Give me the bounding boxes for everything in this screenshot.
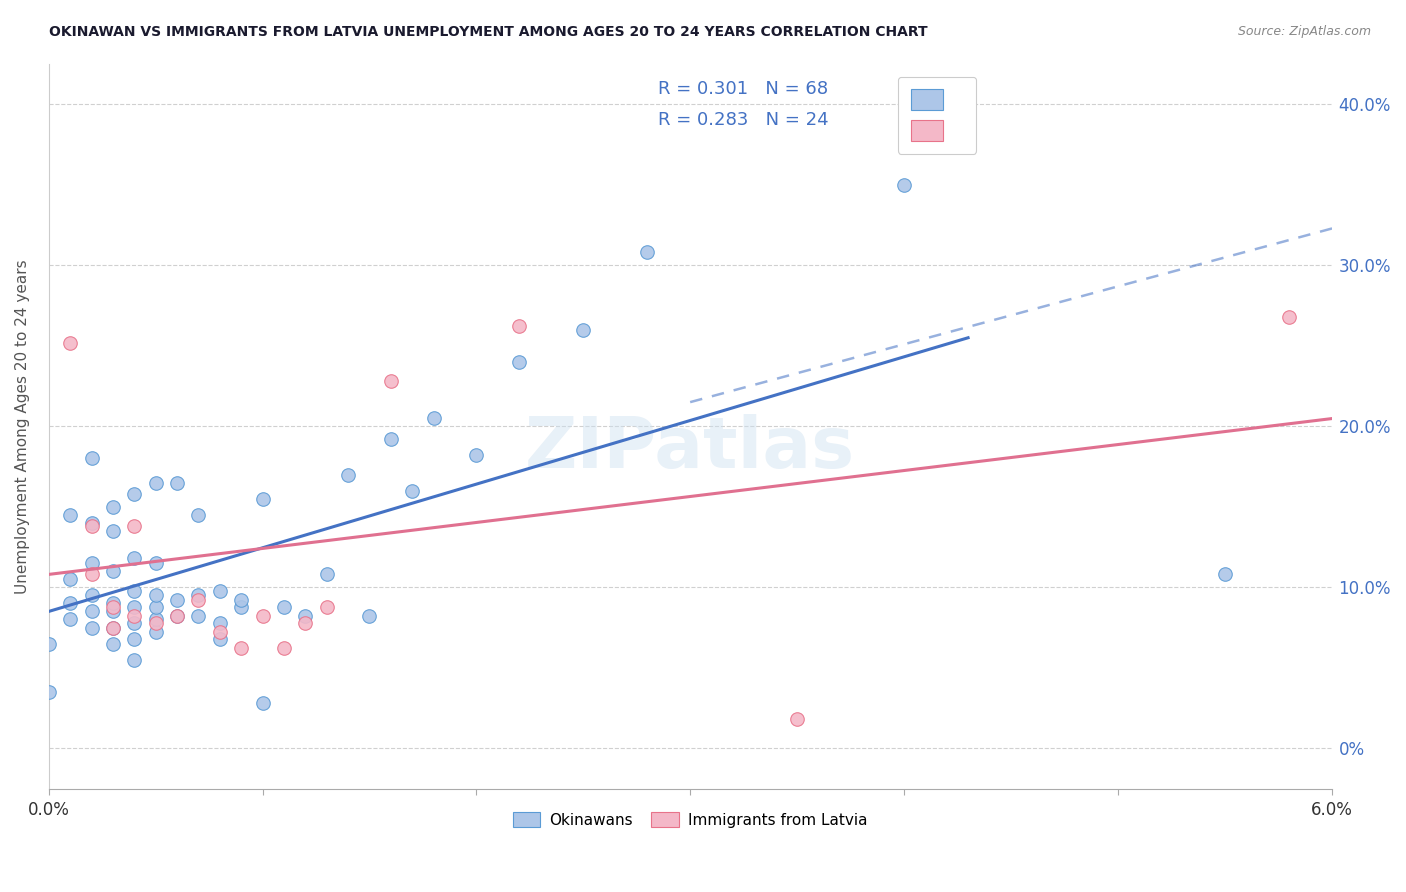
Point: [101, 524, 124, 538]
Point: [122, 615, 145, 630]
Text: Source: ZipAtlas.com: Source: ZipAtlas.com: [1237, 25, 1371, 38]
Point: [1213, 567, 1236, 582]
Point: [294, 609, 316, 624]
Text: ZIPatlas: ZIPatlas: [524, 414, 855, 483]
Point: [252, 696, 274, 710]
Point: [252, 491, 274, 506]
Point: [187, 588, 209, 602]
Point: [380, 374, 402, 388]
Point: [59, 572, 82, 586]
Point: [252, 609, 274, 624]
Point: [208, 615, 231, 630]
Point: [101, 621, 124, 635]
Point: [380, 432, 402, 446]
Point: [145, 612, 167, 626]
Point: [208, 583, 231, 598]
Point: [59, 596, 82, 610]
Point: [294, 615, 316, 630]
Point: [80, 588, 103, 602]
Point: [401, 483, 423, 498]
Point: [208, 625, 231, 640]
Point: [122, 519, 145, 533]
Point: [145, 475, 167, 490]
Y-axis label: Unemployment Among Ages 20 to 24 years: Unemployment Among Ages 20 to 24 years: [15, 259, 30, 593]
Point: [273, 599, 295, 614]
Point: [122, 632, 145, 646]
Point: [231, 593, 253, 607]
Point: [59, 612, 82, 626]
Point: [145, 599, 167, 614]
Point: [359, 609, 381, 624]
Point: [101, 596, 124, 610]
Point: [80, 556, 103, 570]
Point: [508, 319, 530, 334]
Point: [187, 508, 209, 522]
Text: R = 0.283   N = 24: R = 0.283 N = 24: [658, 112, 828, 129]
Point: [80, 516, 103, 530]
Point: [315, 599, 337, 614]
Point: [80, 451, 103, 466]
Point: [187, 609, 209, 624]
Point: [80, 567, 103, 582]
Point: [101, 621, 124, 635]
Point: [80, 604, 103, 618]
Point: [122, 653, 145, 667]
Text: OKINAWAN VS IMMIGRANTS FROM LATVIA UNEMPLOYMENT AMONG AGES 20 TO 24 YEARS CORREL: OKINAWAN VS IMMIGRANTS FROM LATVIA UNEMP…: [49, 25, 928, 39]
Point: [38, 637, 60, 651]
Point: [122, 551, 145, 566]
Legend: Okinawans, Immigrants from Latvia: Okinawans, Immigrants from Latvia: [505, 804, 875, 835]
Point: [38, 685, 60, 699]
Point: [122, 609, 145, 624]
Point: [208, 632, 231, 646]
Point: [122, 487, 145, 501]
Point: [145, 625, 167, 640]
Point: [59, 508, 82, 522]
Point: [59, 335, 82, 350]
Point: [145, 588, 167, 602]
Point: [636, 245, 658, 260]
Point: [166, 475, 188, 490]
Point: [893, 178, 915, 192]
Point: [231, 641, 253, 656]
Point: [166, 593, 188, 607]
Point: [465, 448, 488, 462]
Point: [231, 599, 253, 614]
Point: [101, 637, 124, 651]
Point: [187, 593, 209, 607]
Point: [166, 609, 188, 624]
Point: [508, 355, 530, 369]
Point: [122, 583, 145, 598]
Point: [315, 567, 337, 582]
Point: [101, 564, 124, 578]
Point: [101, 599, 124, 614]
Text: R = 0.301   N = 68: R = 0.301 N = 68: [658, 80, 828, 98]
Point: [80, 621, 103, 635]
Point: [145, 615, 167, 630]
Point: [101, 500, 124, 514]
Point: [145, 556, 167, 570]
Point: [122, 599, 145, 614]
Point: [273, 641, 295, 656]
Point: [337, 467, 360, 482]
Point: [422, 411, 444, 425]
Point: [101, 604, 124, 618]
Point: [786, 712, 808, 726]
Point: [80, 519, 103, 533]
Point: [1278, 310, 1301, 324]
Point: [572, 323, 595, 337]
Point: [166, 609, 188, 624]
